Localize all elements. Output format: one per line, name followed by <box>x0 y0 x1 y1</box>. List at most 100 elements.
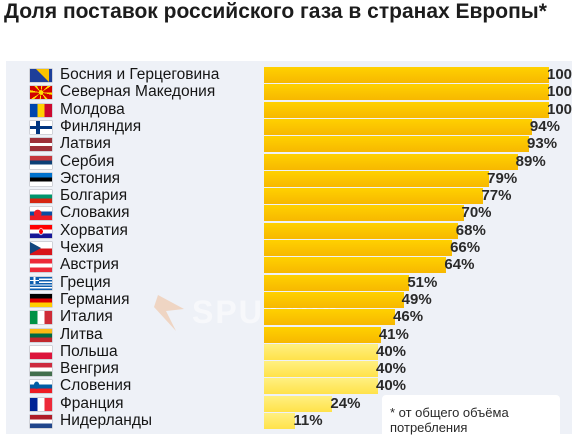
bar <box>264 188 484 205</box>
country-label: Босния и Герцеговина <box>60 66 220 83</box>
serbia-flag-icon <box>30 155 52 169</box>
country-label: Молдова <box>60 100 125 118</box>
country-label: Нидерланды <box>60 412 153 429</box>
croatia-flag-icon <box>30 224 52 238</box>
country-label: Хорватия <box>60 221 128 239</box>
greece-flag-icon <box>30 276 52 290</box>
bar <box>264 67 549 83</box>
bar <box>264 101 549 118</box>
country-label: Венгрия <box>60 360 119 378</box>
bar <box>264 395 333 412</box>
bar-row: Хорватия 68% <box>6 221 572 239</box>
poland-flag-icon <box>30 345 52 359</box>
bar <box>264 257 447 274</box>
country-label: Словакия <box>60 204 130 222</box>
country-label: Финляндия <box>60 117 142 135</box>
hungary-flag-icon <box>30 363 52 377</box>
value-label: 100% <box>547 66 572 83</box>
austria-flag-icon <box>30 259 52 273</box>
bar-row: Эстония 79% <box>6 169 572 187</box>
bar <box>264 413 296 429</box>
bar <box>264 136 530 153</box>
latvia-flag-icon <box>30 138 52 152</box>
bar-row: Финляндия 94% <box>6 117 572 135</box>
value-label: 24% <box>330 394 361 412</box>
country-label: Франция <box>60 394 124 412</box>
bar <box>264 222 458 239</box>
bar <box>264 378 378 395</box>
sputnik-logo-icon <box>154 295 184 331</box>
bar-row: Словения 40% <box>6 377 572 395</box>
bar <box>264 205 464 222</box>
bar-row: Греция 51% <box>6 273 572 291</box>
chart-title: Доля поставок российского газа в странах… <box>4 0 547 23</box>
bar <box>264 291 404 308</box>
germany-flag-icon <box>30 293 52 307</box>
bar <box>264 309 396 326</box>
value-label: 41% <box>378 325 409 343</box>
value-label: 40% <box>376 377 407 395</box>
value-label: 46% <box>393 308 424 326</box>
bar-row: Нидерланды 11% <box>6 412 572 429</box>
country-label: Сербия <box>60 152 115 170</box>
estonia-flag-icon <box>30 172 52 186</box>
bosnia-flag-icon <box>30 69 52 82</box>
footnote-box: * от общего объёма потребления <box>382 395 560 445</box>
value-label: 49% <box>401 290 432 308</box>
country-label: Эстония <box>60 169 121 187</box>
value-label: 40% <box>376 342 407 360</box>
bar <box>264 240 453 256</box>
slovakia-flag-icon <box>30 207 52 221</box>
value-label: 94% <box>529 117 560 135</box>
bar <box>264 274 410 291</box>
netherlands-flag-icon <box>30 415 52 428</box>
czech-flag-icon <box>30 242 52 255</box>
lithuania-flag-icon <box>30 328 52 342</box>
chart-panel: SPUTNIK Босния и Герцеговина100%Северная… <box>6 61 572 434</box>
value-label: 70% <box>461 204 492 222</box>
moldova-flag-icon <box>30 103 52 117</box>
bar-row: Латвия 93% <box>6 135 572 153</box>
bar-row: Литва 41% <box>6 325 572 343</box>
bar-row: Италия 46% <box>6 308 572 326</box>
value-label: 100% <box>547 100 572 118</box>
bulgaria-flag-icon <box>30 190 52 204</box>
country-label: Словения <box>60 377 132 395</box>
value-label: 100% <box>547 83 572 101</box>
country-label: Германия <box>60 290 130 308</box>
bar <box>264 84 549 101</box>
value-label: 93% <box>527 135 558 153</box>
bar <box>264 170 490 187</box>
bar-row: Германия 49% <box>6 290 572 308</box>
bar-row: Чехия 66% <box>6 239 572 256</box>
value-label: 11% <box>293 412 323 429</box>
italy-flag-icon <box>30 311 52 325</box>
bar-row: Словакия 70% <box>6 204 572 222</box>
bar-row: Польша 40% <box>6 342 572 360</box>
country-label: Италия <box>60 308 113 326</box>
value-label: 66% <box>450 239 481 256</box>
bar-row: Молдова 100% <box>6 100 572 118</box>
country-label: Латвия <box>60 135 111 153</box>
bar-row: Австрия 64% <box>6 256 572 274</box>
footnote-text: * от общего объёма потребления <box>390 405 509 435</box>
bar <box>264 361 378 378</box>
value-label: 77% <box>481 187 512 205</box>
bar <box>264 326 381 343</box>
north-macedonia-flag-icon <box>30 86 52 100</box>
value-label: 51% <box>407 273 438 291</box>
slovenia-flag-icon <box>30 380 52 394</box>
bar-row: Венгрия 40% <box>6 360 572 378</box>
country-label: Болгария <box>60 187 128 205</box>
value-label: 79% <box>487 169 518 187</box>
bar <box>264 118 532 135</box>
bar-row: Северная Македония 100% <box>6 83 572 101</box>
country-label: Чехия <box>60 239 104 256</box>
bar <box>264 153 518 170</box>
bar-row: Сербия 89% <box>6 152 572 170</box>
value-label: 64% <box>444 256 475 274</box>
bar-row: Болгария 77% <box>6 187 572 205</box>
finland-flag-icon <box>30 120 52 134</box>
country-label: Австрия <box>60 256 119 274</box>
value-label: 89% <box>515 152 546 170</box>
